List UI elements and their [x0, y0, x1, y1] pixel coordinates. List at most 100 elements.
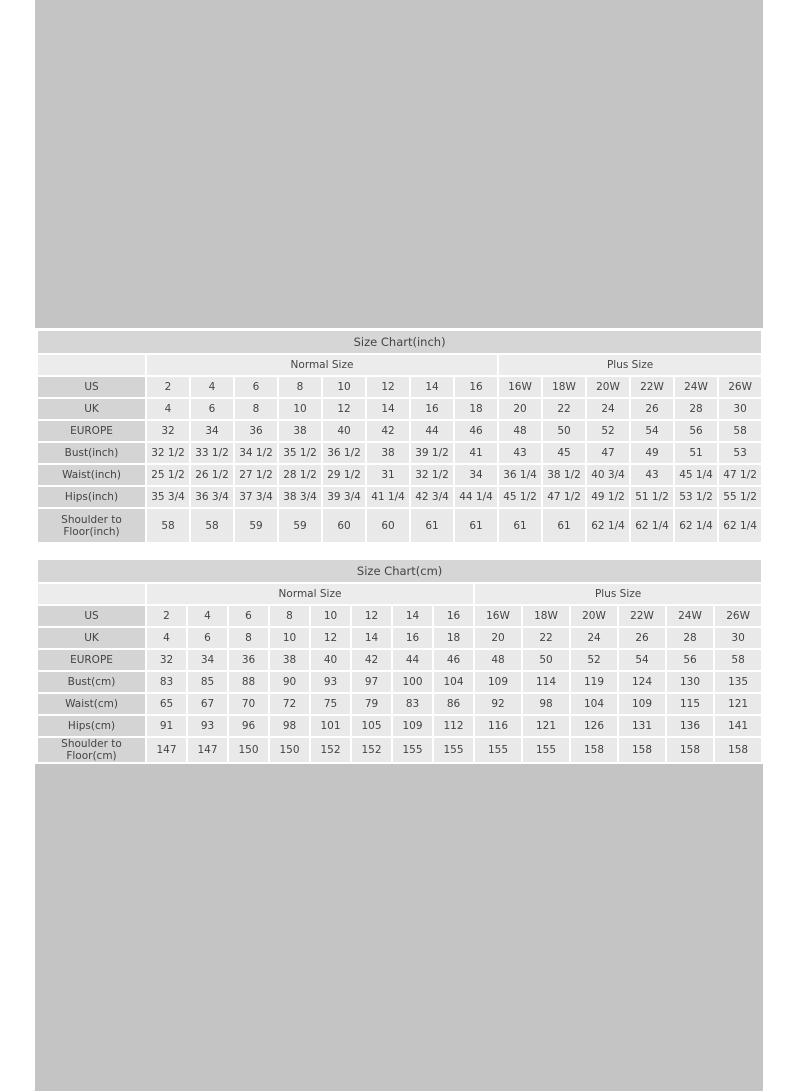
table-cell: 51	[675, 443, 717, 463]
table-row: Bust(inch) 32 1/2 33 1/2 34 1/2 35 1/2 36 1/2…	[38, 443, 762, 463]
table-cell: 16W	[499, 377, 541, 397]
table-cell: 8	[279, 377, 321, 397]
table-cell: 150	[270, 738, 309, 762]
table-cell: 91	[147, 716, 186, 736]
row-label: Waist(inch)	[38, 465, 145, 485]
table-cell: 34	[455, 465, 497, 485]
table-cell: 56	[667, 650, 713, 670]
table-cell: 49 1/2	[587, 487, 629, 507]
table-cell: 6	[191, 399, 233, 419]
table-cell: 150	[229, 738, 268, 762]
table-cell: 45 1/4	[675, 465, 717, 485]
row-label: EUROPE	[38, 650, 145, 670]
table-cell: 124	[619, 672, 665, 692]
table-cell: 47	[587, 443, 629, 463]
table-cell: 43	[499, 443, 541, 463]
table-row: Shoulder to Floor(cm) 147 147 150 150 152 152 1…	[38, 738, 762, 762]
table-cell: 109	[475, 672, 521, 692]
table-cell: 4	[191, 377, 233, 397]
table-cell: 88	[229, 672, 268, 692]
table-cell: 112	[434, 716, 473, 736]
table-cell: 14	[393, 606, 432, 626]
chart-title: Size Chart(inch)	[38, 331, 762, 353]
table-cell: 12	[311, 628, 350, 648]
table-cell: 16	[434, 606, 473, 626]
table-cell: 158	[715, 738, 762, 762]
table-cell: 155	[434, 738, 473, 762]
table-cell: 26 1/2	[191, 465, 233, 485]
table-row: US 2 4 6 8 10 12 14 16 16W 18W 20W 22W 24W 26W	[38, 377, 762, 397]
table-cell: 36 3/4	[191, 487, 233, 507]
table-cell: 40	[311, 650, 350, 670]
row-label: EUROPE	[38, 421, 145, 441]
table-cell: 16	[455, 377, 497, 397]
row-label: UK	[38, 399, 145, 419]
row-label: Hips(cm)	[38, 716, 145, 736]
table-row: Bust(cm) 83 85 88 90 93 97 100 104 109 114 119 124 13…	[38, 672, 762, 692]
table-cell: 52	[587, 421, 629, 441]
table-cell: 8	[270, 606, 309, 626]
table-cell: 2	[147, 606, 186, 626]
table-cell: 6	[229, 606, 268, 626]
table-cell: 25 1/2	[147, 465, 189, 485]
table-cell: 97	[352, 672, 391, 692]
table-cell: 58	[719, 421, 762, 441]
row-label: UK	[38, 628, 145, 648]
table-cell: 27 1/2	[235, 465, 277, 485]
table-cell: 119	[571, 672, 617, 692]
table-cell: 104	[434, 672, 473, 692]
table-cell: 36	[235, 421, 277, 441]
table-cell: 4	[188, 606, 227, 626]
table-cell: 93	[311, 672, 350, 692]
table-row: Waist(cm) 65 67 70 72 75 79 83 86 92 98 104 109 115 12…	[38, 694, 762, 714]
table-cell: 8	[235, 399, 277, 419]
table-cell: 26	[631, 399, 673, 419]
table-cell: 33 1/2	[191, 443, 233, 463]
table-cell: 158	[667, 738, 713, 762]
row-label: Shoulder to Floor(inch)	[38, 509, 145, 542]
table-cell: 98	[523, 694, 569, 714]
table-cell: 34	[188, 650, 227, 670]
size-chart-cm: Size Chart(cm) Normal Size Plus Size US 2 4 6 8…	[36, 558, 763, 764]
table-cell: 24W	[675, 377, 717, 397]
table-cell: 38 3/4	[279, 487, 321, 507]
table-cell: 48	[499, 421, 541, 441]
table-cell: 29 1/2	[323, 465, 365, 485]
table-cell: 41	[455, 443, 497, 463]
table-cell: 18W	[543, 377, 585, 397]
table-cell: 34 1/2	[235, 443, 277, 463]
table-cell: 12	[367, 377, 409, 397]
table-cell: 152	[352, 738, 391, 762]
table-cell: 32 1/2	[411, 465, 453, 485]
row-label: Shoulder to Floor(cm)	[38, 738, 145, 762]
table-cell: 83	[393, 694, 432, 714]
title-row: Size Chart(inch)	[38, 331, 762, 353]
table-row: Hips(inch) 35 3/4 36 3/4 37 3/4 38 3/4 39 3/4…	[38, 487, 762, 507]
table-cell: 36 1/2	[323, 443, 365, 463]
table-cell: 109	[619, 694, 665, 714]
table-cell: 101	[311, 716, 350, 736]
table-cell: 155	[393, 738, 432, 762]
table-cell: 16W	[475, 606, 521, 626]
table-cell: 22W	[619, 606, 665, 626]
table-cell: 20W	[571, 606, 617, 626]
title-row: Size Chart(cm)	[38, 560, 762, 582]
table-cell: 54	[619, 650, 665, 670]
table-cell: 42	[352, 650, 391, 670]
table-cell: 98	[270, 716, 309, 736]
row-label: US	[38, 377, 145, 397]
table-cell: 67	[188, 694, 227, 714]
table-cell: 105	[352, 716, 391, 736]
table-cell: 121	[715, 694, 762, 714]
table-cell: 92	[475, 694, 521, 714]
row-label: Bust(cm)	[38, 672, 145, 692]
group-normal-size: Normal Size	[147, 355, 497, 375]
table-cell: 32	[147, 650, 186, 670]
table-cell: 55 1/2	[719, 487, 762, 507]
table-cell: 14	[367, 399, 409, 419]
table-cell: 45 1/2	[499, 487, 541, 507]
table-cell: 115	[667, 694, 713, 714]
table-cell: 38	[367, 443, 409, 463]
table-cell: 65	[147, 694, 186, 714]
table-cell: 136	[667, 716, 713, 736]
